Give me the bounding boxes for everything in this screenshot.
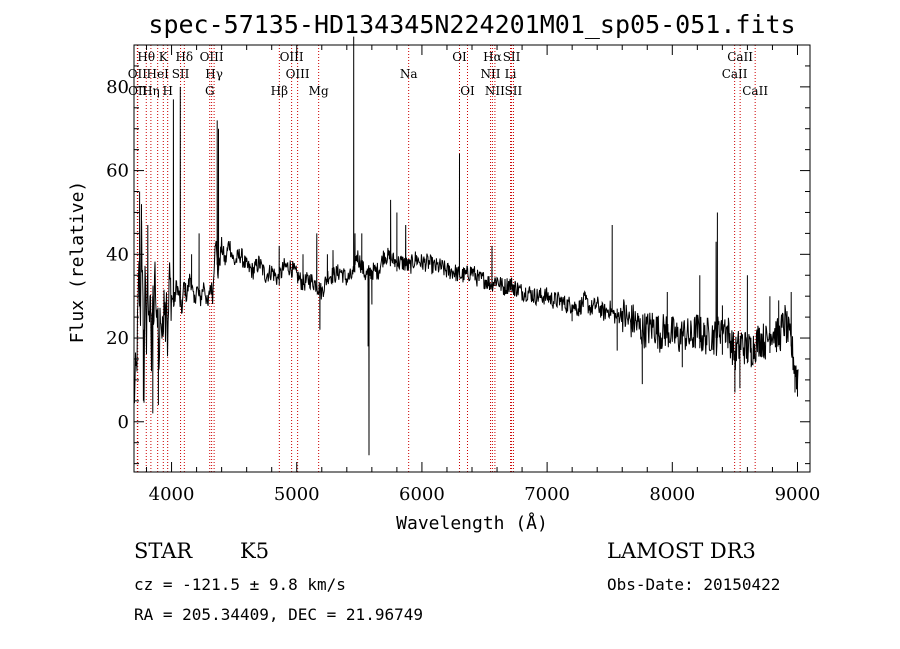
spectral-line-label: H	[162, 84, 172, 98]
spectrum-series-line	[133, 36, 799, 456]
x-tick-label: 9000	[775, 484, 821, 505]
spectral-line-label: OIII	[200, 50, 224, 64]
spectral-line-label: Na	[400, 67, 418, 81]
spectral-line-label: CaII	[727, 50, 753, 64]
x-tick-label: 6000	[399, 484, 445, 505]
x-axis-label: Wavelength (Å)	[396, 512, 548, 534]
x-tick-label: 5000	[274, 484, 320, 505]
x-tick-label: 8000	[649, 484, 695, 505]
spectral-line-label: G	[205, 84, 215, 98]
spectral-subclass: K5	[240, 539, 270, 563]
survey-name: LAMOST DR3	[607, 539, 756, 563]
object-type: STAR	[134, 539, 193, 563]
spectral-line-label: Hβ	[271, 84, 288, 98]
spectral-line-label: OII	[128, 67, 148, 81]
observation-date: Obs-Date: 20150422	[607, 575, 781, 594]
chart-title: spec-57135-HD134345N224201M01_sp05-051.f…	[148, 10, 795, 39]
spectral-line-label: HeI	[147, 67, 170, 81]
spectral-line-label: OIII	[286, 67, 310, 81]
spectral-line-label: OII	[128, 84, 148, 98]
spectral-line-label: OIII	[280, 50, 304, 64]
y-tick-label: 80	[106, 77, 129, 98]
y-tick-label: 60	[106, 161, 129, 182]
spectral-line-label: CaII	[742, 84, 768, 98]
spectral-line-label: Hα	[483, 50, 502, 64]
spectral-line-label: Hθ	[137, 50, 155, 64]
spectral-line-label: Li	[505, 67, 517, 81]
spectral-line-label: SII	[172, 67, 190, 81]
spectral-line-label: Hη	[142, 84, 160, 98]
spectral-line-label: OI	[460, 84, 475, 98]
x-tick-label: 4000	[149, 484, 195, 505]
axis-tick-labels: 4000 5000 6000 7000 8000 9000 0 20 40 60 80	[106, 77, 820, 505]
spectral-line-label: NII	[485, 84, 505, 98]
spectral-line-label: SII	[505, 84, 523, 98]
y-tick-label: 0	[118, 412, 129, 433]
y-axis-label: Flux (relative)	[67, 181, 88, 344]
coordinates: RA = 205.34409, DEC = 21.96749	[134, 605, 423, 624]
spectral-line-label: SII	[503, 50, 521, 64]
spectral-line-label: Hδ	[175, 50, 193, 64]
y-tick-label: 20	[106, 328, 129, 349]
x-tick-label: 7000	[524, 484, 570, 505]
spectral-line-label: OI	[452, 50, 467, 64]
y-tick-label: 40	[106, 244, 129, 265]
spectral-line-label: Mg	[309, 84, 329, 98]
spectral-line-label: Hγ	[205, 67, 223, 81]
redshift-info: cz = -121.5 ± 9.8 km/s	[134, 575, 346, 594]
spectral-line-markers	[136, 45, 756, 472]
spectral-line-label: CaII	[722, 67, 748, 81]
spectral-line-label: K	[159, 50, 169, 64]
plot-frame	[133, 44, 811, 473]
axis-ticks	[134, 44, 810, 472]
spectral-line-label: NII	[481, 67, 501, 81]
